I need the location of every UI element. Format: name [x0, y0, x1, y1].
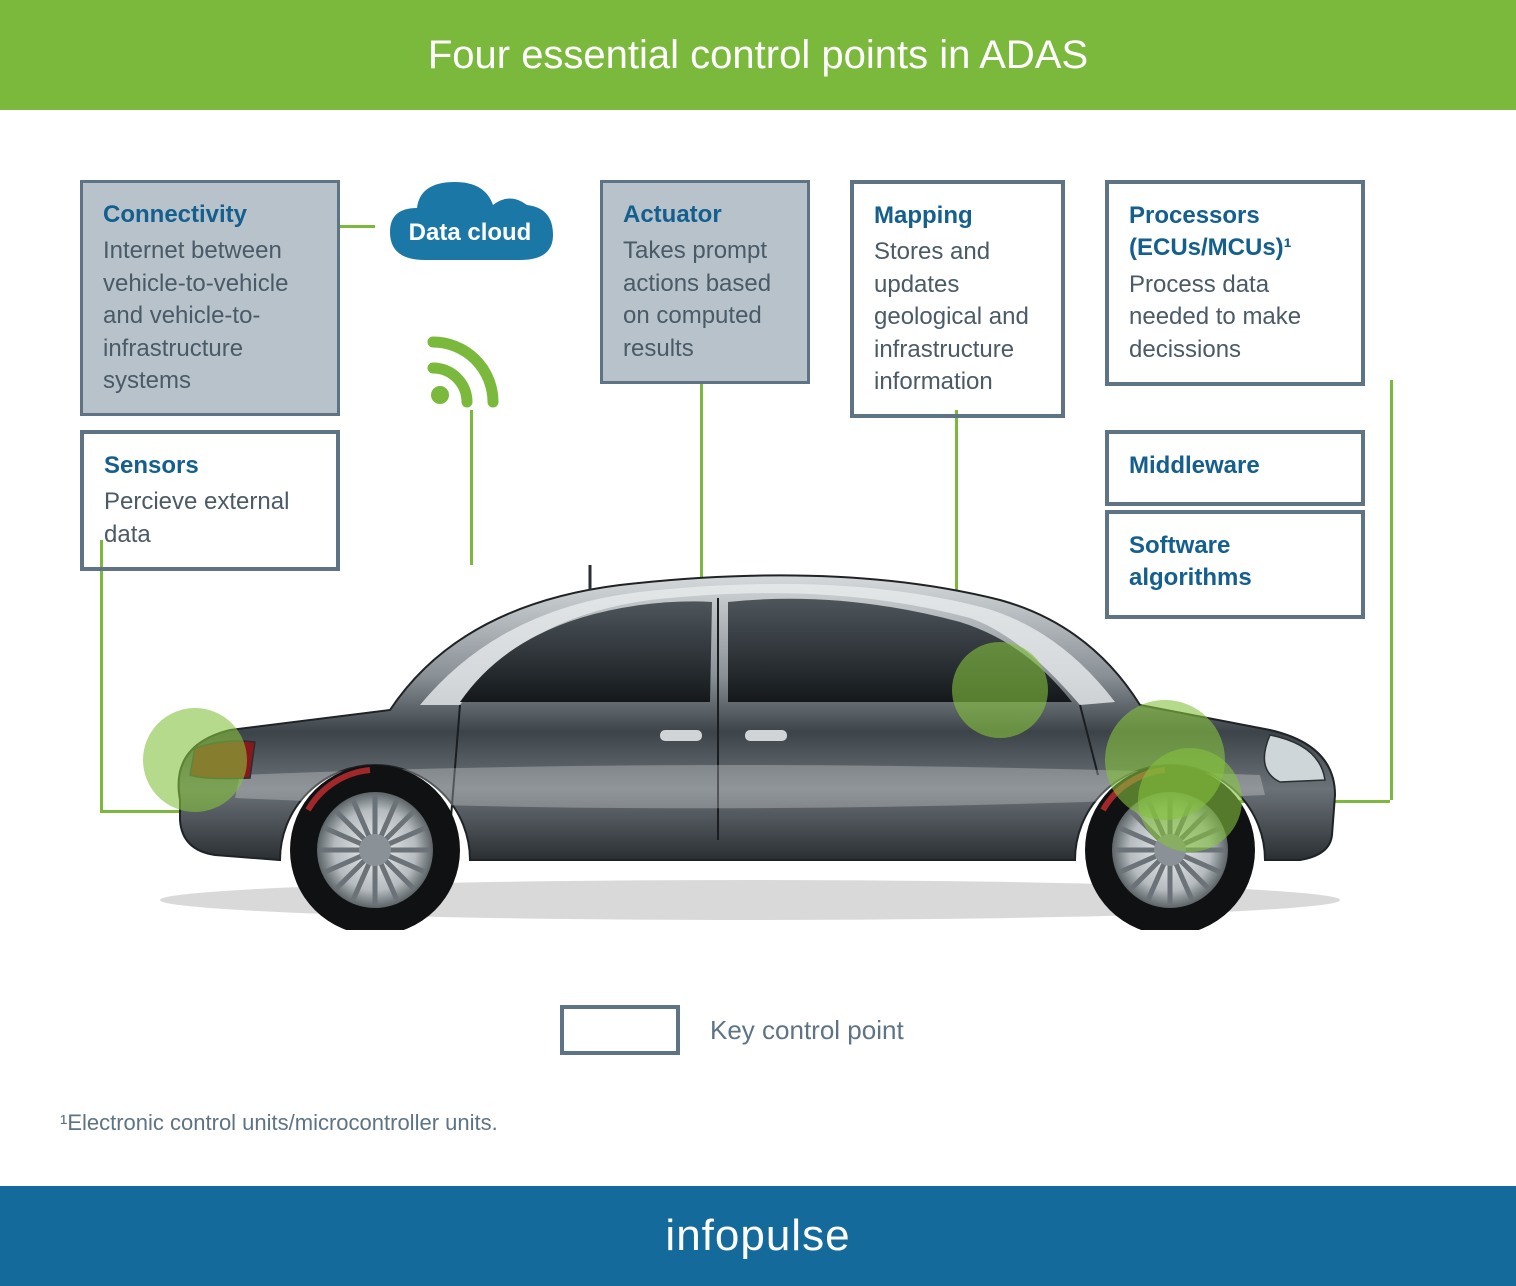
highlight-dot [1138, 748, 1242, 852]
box-title: Mapping [874, 200, 1041, 232]
box-connectivity: Connectivity Internet between vehicle-to… [80, 180, 340, 416]
cloud-label: Data cloud [409, 219, 532, 247]
brand-logo: infopulse [665, 1211, 850, 1261]
data-cloud: Data cloud [375, 170, 565, 280]
box-desc: Process data needed to make decissions [1129, 269, 1341, 366]
connector-line [100, 540, 103, 810]
connector-line [340, 225, 375, 228]
box-title: Sensors [104, 450, 316, 482]
footnote: ¹Electronic control units/microcontrolle… [60, 1110, 498, 1136]
wifi-icon [425, 330, 505, 415]
box-desc: Internet between vehicle-to-vehicle and … [103, 235, 317, 397]
box-title: Processors (ECUs/MCUs)¹ [1129, 200, 1341, 265]
highlight-dot [952, 642, 1048, 738]
box-actuator: Actuator Takes prompt actions based on c… [600, 180, 810, 384]
box-title: Middleware [1129, 450, 1341, 482]
title-bar: Four essential control points in ADAS [0, 0, 1516, 110]
box-desc: Stores and updates geological and infras… [874, 236, 1041, 398]
footer-bar: infopulse [0, 1186, 1516, 1286]
box-middleware: Middleware [1105, 430, 1365, 506]
legend: Key control point [560, 1005, 904, 1055]
box-title: Actuator [623, 199, 787, 231]
highlight-dot [143, 708, 247, 812]
box-title: Connectivity [103, 199, 317, 231]
box-processors: Processors (ECUs/MCUs)¹ Process data nee… [1105, 180, 1365, 386]
legend-label: Key control point [710, 1015, 904, 1046]
box-desc: Takes prompt actions based on computed r… [623, 235, 787, 365]
diagram-canvas: Connectivity Internet between vehicle-to… [0, 110, 1516, 1186]
page-title: Four essential control points in ADAS [428, 33, 1088, 78]
connector-line [1390, 380, 1393, 800]
box-mapping: Mapping Stores and updates geological an… [850, 180, 1065, 418]
legend-swatch [560, 1005, 680, 1055]
